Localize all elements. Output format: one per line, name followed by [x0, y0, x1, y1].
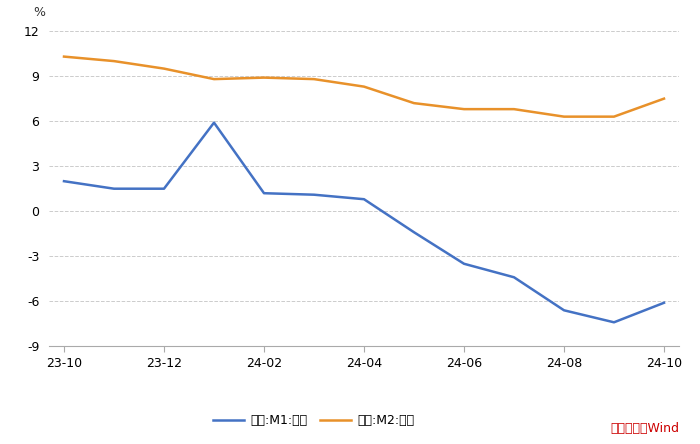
- Text: 数据来源：Wind: 数据来源：Wind: [610, 422, 679, 435]
- Text: %: %: [33, 6, 45, 19]
- Legend: 中国:M1:同比, 中国:M2:同比: 中国:M1:同比, 中国:M2:同比: [208, 409, 419, 432]
